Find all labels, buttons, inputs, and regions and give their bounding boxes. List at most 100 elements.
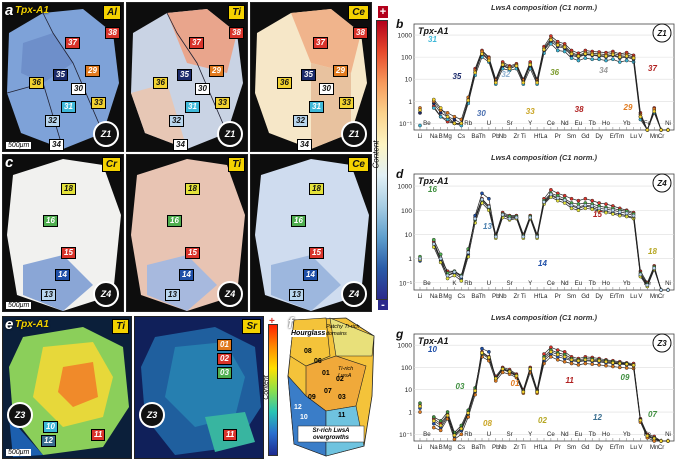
zone-label: Z4 xyxy=(656,179,667,188)
series-point xyxy=(535,80,539,85)
colorbar-plus: + xyxy=(378,6,388,18)
chart-title: LwsA composition (C1 norm.) xyxy=(491,153,597,162)
series-annotation: 14 xyxy=(538,259,547,268)
series-point xyxy=(583,358,588,362)
series-annotation: 36 xyxy=(550,68,559,77)
x-tick-label: Rb xyxy=(464,431,472,438)
series-point xyxy=(631,56,636,60)
x-tick-label: Rb xyxy=(464,280,472,287)
zone-badge-z3: Z3 xyxy=(139,402,165,428)
spot-38: 38 xyxy=(229,27,244,39)
series-point xyxy=(466,411,471,415)
series-point xyxy=(466,98,471,103)
series-point xyxy=(576,54,581,59)
x-tick-label: Zr xyxy=(514,133,520,140)
x-tick-label: Ba xyxy=(471,133,479,140)
series-point xyxy=(438,419,443,423)
element-tag-ti: Ti xyxy=(228,157,245,172)
x-tick-label: Ti xyxy=(521,444,526,451)
series-point xyxy=(459,426,464,431)
x-tick-label: Cr xyxy=(658,444,665,451)
series-point xyxy=(631,363,636,368)
series-point xyxy=(611,212,615,216)
x-tick-label: Pb xyxy=(492,444,500,451)
series-point xyxy=(617,361,622,366)
x-tick-label: B xyxy=(439,133,443,140)
colorbar-label: Content xyxy=(262,375,270,400)
series-point xyxy=(659,288,663,292)
series-annotation: 02 xyxy=(538,416,547,425)
series-point xyxy=(480,351,484,355)
x-tick-label: Y xyxy=(528,280,532,287)
plot-frame xyxy=(413,173,675,291)
colorbar-plus: + xyxy=(269,316,275,327)
spot-34: 34 xyxy=(173,139,188,151)
plot-frame xyxy=(413,23,675,131)
series-point xyxy=(624,211,629,216)
x-tick-label: Li xyxy=(418,293,423,300)
map-c-cr: c Cr Z4 500μm 18 16 15 14 13 xyxy=(2,154,124,312)
x-tick-label: Sm xyxy=(567,133,576,140)
series-annotation: 34 xyxy=(599,66,608,75)
series-point xyxy=(438,423,443,428)
series-point xyxy=(576,204,581,209)
series-point xyxy=(500,62,505,67)
spot-35: 35 xyxy=(301,69,316,81)
x-tick-label: Hf xyxy=(534,133,540,140)
x-tick-label: Cs xyxy=(458,444,466,451)
series-annotation: 11 xyxy=(566,376,575,385)
series-annotation: 13 xyxy=(483,222,492,231)
x-tick-label: Rb xyxy=(464,120,472,127)
spot-11: 11 xyxy=(338,412,346,419)
spot-03: 03 xyxy=(217,367,232,379)
label-ti-rich-lwsa: Ti-rich LwsA xyxy=(338,366,354,379)
x-tick-label: Nb xyxy=(499,444,507,451)
spot-12: 12 xyxy=(294,404,302,411)
series-point xyxy=(666,288,670,292)
spot-33: 33 xyxy=(91,97,106,109)
series-point xyxy=(659,439,663,443)
x-tick-label: Th xyxy=(478,444,486,451)
x-tick-label: Cs xyxy=(458,133,466,140)
series-point xyxy=(549,350,553,354)
spot-10: 10 xyxy=(43,421,58,433)
series-point xyxy=(418,404,422,409)
series-point xyxy=(493,80,498,85)
spot-35: 35 xyxy=(53,69,68,81)
series-point xyxy=(452,270,457,274)
series-point xyxy=(459,432,464,437)
series-point xyxy=(480,191,484,196)
series-point xyxy=(604,359,608,364)
spot-01: 01 xyxy=(322,370,330,377)
colorbar-e: + Content xyxy=(263,316,280,456)
spot-14: 14 xyxy=(55,269,70,281)
series-point xyxy=(535,234,539,239)
series-point xyxy=(652,436,657,441)
series-point xyxy=(487,350,491,354)
spot-36: 36 xyxy=(153,77,168,89)
series-point xyxy=(445,276,450,281)
series-point xyxy=(528,215,533,220)
chart-b: LwsA composition (C1 norm.) 1000 100 10 1 10⁻… xyxy=(392,2,683,148)
x-tick-label: K xyxy=(452,280,457,287)
series-point xyxy=(597,53,601,58)
series-point xyxy=(514,64,519,68)
x-tick-label: Th xyxy=(478,293,486,300)
series-point xyxy=(645,434,650,438)
series-point xyxy=(487,196,491,201)
series-point xyxy=(569,206,574,211)
zone-badge-z4: Z4 xyxy=(341,281,367,307)
x-tick-label: Yb xyxy=(623,431,631,438)
spot-32: 32 xyxy=(169,115,184,127)
x-tick-label: Ho xyxy=(602,280,610,287)
series-point xyxy=(452,437,457,442)
series-point xyxy=(480,197,484,202)
panel-e-row: e Tpx-A1 Ti Z3 500μm 10 12 11 Sr Z3 01 0… xyxy=(2,316,282,459)
series-point xyxy=(576,208,581,213)
y-tick-label: 1000 xyxy=(398,343,413,350)
spot-08: 08 xyxy=(304,348,312,355)
series-point xyxy=(624,54,629,59)
map-c-ti: Ti Z4 18 16 15 14 13 xyxy=(126,154,248,312)
series-annotation: 07 xyxy=(648,410,657,419)
x-tick-label: Nb xyxy=(499,293,507,300)
